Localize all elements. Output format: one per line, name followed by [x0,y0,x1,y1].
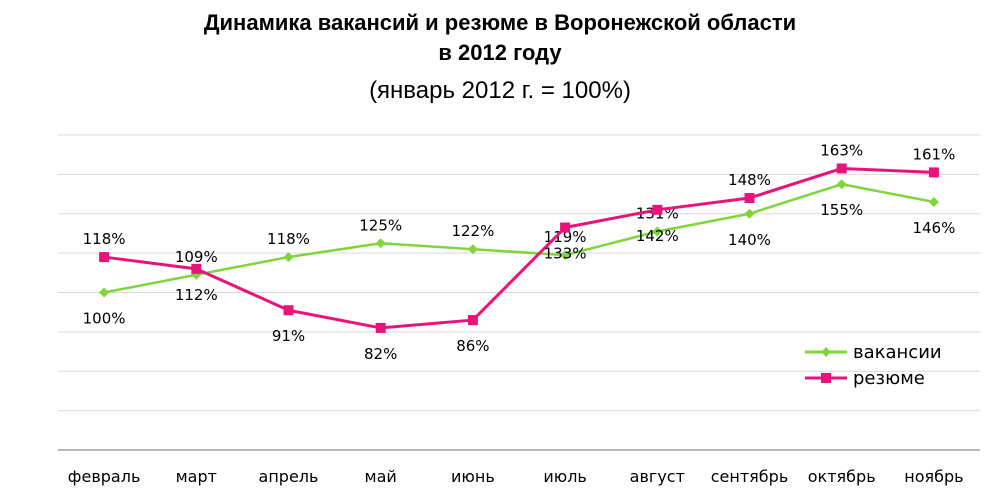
data-point [283,252,294,263]
data-label: 155% [820,201,863,219]
data-point [928,167,939,178]
data-label: 91% [272,327,305,345]
data-label: 118% [267,230,310,248]
x-tick-label: сентябрь [711,467,789,486]
data-label: 109% [175,248,218,266]
data-point [928,196,939,207]
data-point [836,163,847,174]
x-tick-label: июнь [451,467,495,486]
series-line-0 [103,182,935,294]
x-tick-label: октябрь [808,467,876,486]
data-label: 86% [456,337,489,355]
data-point [560,222,571,233]
x-tick-label: май [365,467,397,486]
x-tick-label: ноябрь [904,467,963,486]
chart-title-line1: Динамика вакансий и резюме в Воронежской… [203,10,797,35]
x-tick-label: июль [543,467,587,486]
data-point [99,252,110,263]
legend-label: вакансии [853,342,942,363]
x-tick-label: август [630,467,685,486]
data-point [744,208,755,219]
data-point [652,226,663,237]
legend-label: резюме [853,368,925,389]
data-point [467,244,478,255]
data-label: 163% [820,141,863,159]
chart-title-block: Динамика вакансий и резюме в Воронежской… [0,8,1000,108]
data-label: 112% [175,286,218,304]
x-tick-label: март [176,467,217,486]
x-tick-label: апрель [259,467,319,486]
data-point [375,322,386,333]
chart-title-line2: в 2012 году [438,40,562,65]
data-label: 119% [544,228,587,246]
data-label: 133% [544,245,587,263]
data-label: 142% [636,227,679,245]
data-point [836,179,847,190]
data-label: 140% [728,231,771,249]
legend-marker [821,373,831,383]
data-label: 122% [451,222,494,240]
x-tick-label: февраль [68,467,141,486]
data-label: 148% [728,171,771,189]
data-point [744,193,755,203]
data-label: 161% [912,145,955,163]
data-label: 146% [912,219,955,237]
legend-marker [821,347,831,357]
data-point [191,263,202,274]
data-point [283,305,294,316]
data-point [375,238,386,249]
data-label: 125% [359,216,402,234]
chart-subtitle: (январь 2012 г. = 100%) [369,77,631,104]
data-label: 118% [83,230,126,248]
data-point [99,287,110,298]
data-point [467,315,478,326]
data-point [560,250,571,261]
data-label: 82% [364,345,397,363]
data-point [652,204,663,215]
data-label: 100% [83,310,126,328]
series-line-1 [103,166,934,330]
